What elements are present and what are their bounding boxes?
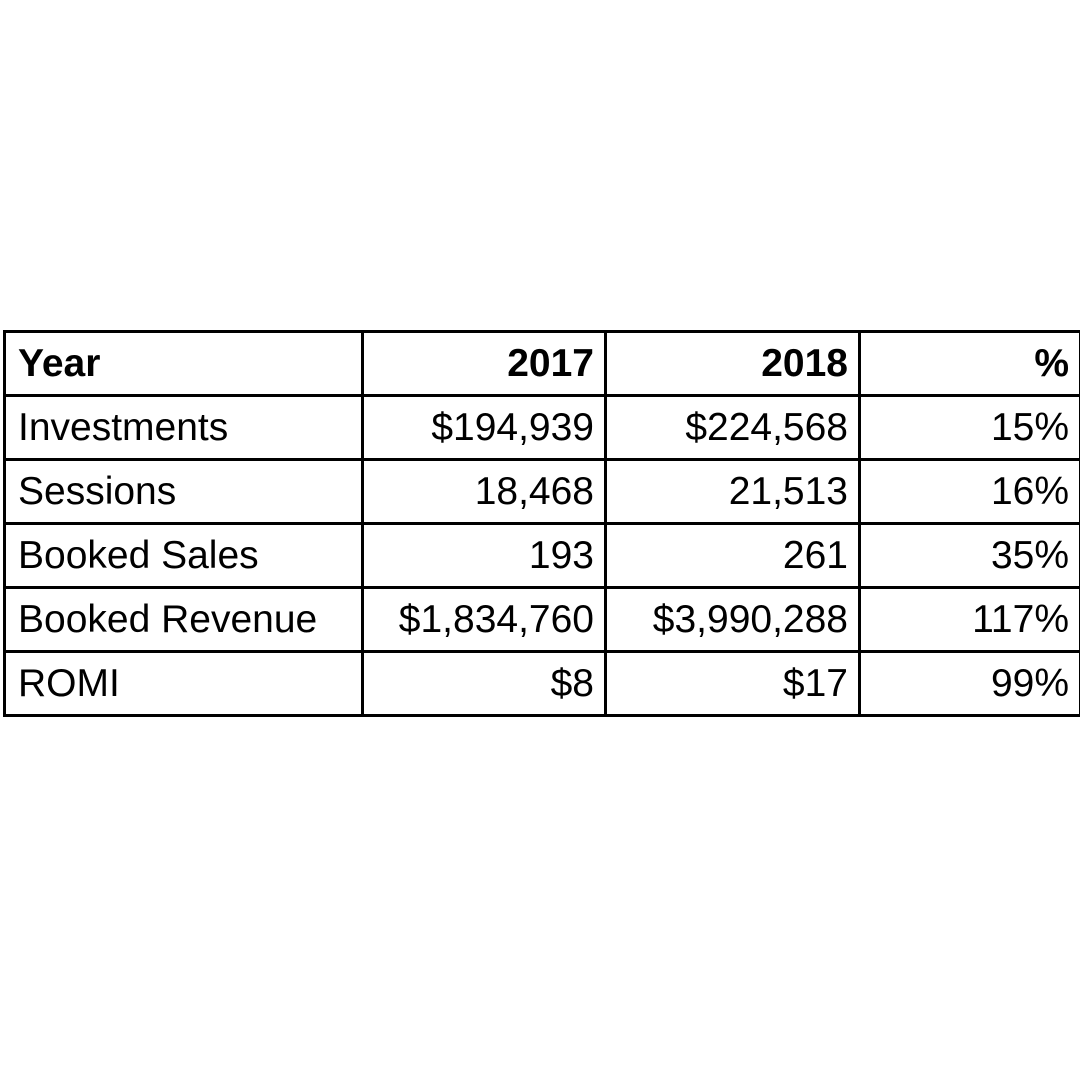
cell-percent: 16% [858, 458, 1080, 525]
cell-2018: $17 [604, 650, 861, 717]
table-row: Investments $194,939 $224,568 15% [3, 394, 1080, 461]
header-year: Year [3, 330, 364, 397]
table-header: Year 2017 2018 % [3, 330, 1080, 397]
cell-2018: 261 [604, 522, 861, 589]
table-row: Sessions 18,468 21,513 16% [3, 458, 1080, 525]
cell-2018: 21,513 [604, 458, 861, 525]
row-label: ROMI [3, 650, 364, 717]
row-label: Investments [3, 394, 364, 461]
table-row: Booked Sales 193 261 35% [3, 522, 1080, 589]
table-row: Booked Revenue $1,834,760 $3,990,288 117… [3, 586, 1080, 653]
row-label: Booked Sales [3, 522, 364, 589]
cell-2017: $1,834,760 [361, 586, 607, 653]
cell-percent: 99% [858, 650, 1080, 717]
cell-percent: 35% [858, 522, 1080, 589]
header-percent: % [858, 330, 1080, 397]
cell-percent: 117% [858, 586, 1080, 653]
header-2018: 2018 [604, 330, 861, 397]
table-body: Investments $194,939 $224,568 15% Sessio… [3, 394, 1080, 717]
cell-2017: 193 [361, 522, 607, 589]
cell-2018: $3,990,288 [604, 586, 861, 653]
cell-2017: $8 [361, 650, 607, 717]
table-row: ROMI $8 $17 99% [3, 650, 1080, 717]
cell-2018: $224,568 [604, 394, 861, 461]
cell-2017: 18,468 [361, 458, 607, 525]
cell-percent: 15% [858, 394, 1080, 461]
cell-2017: $194,939 [361, 394, 607, 461]
header-2017: 2017 [361, 330, 607, 397]
comparison-table: Year 2017 2018 % Investments $194,939 $2… [3, 330, 1080, 717]
header-row: Year 2017 2018 % [3, 330, 1080, 397]
row-label: Booked Revenue [3, 586, 364, 653]
row-label: Sessions [3, 458, 364, 525]
